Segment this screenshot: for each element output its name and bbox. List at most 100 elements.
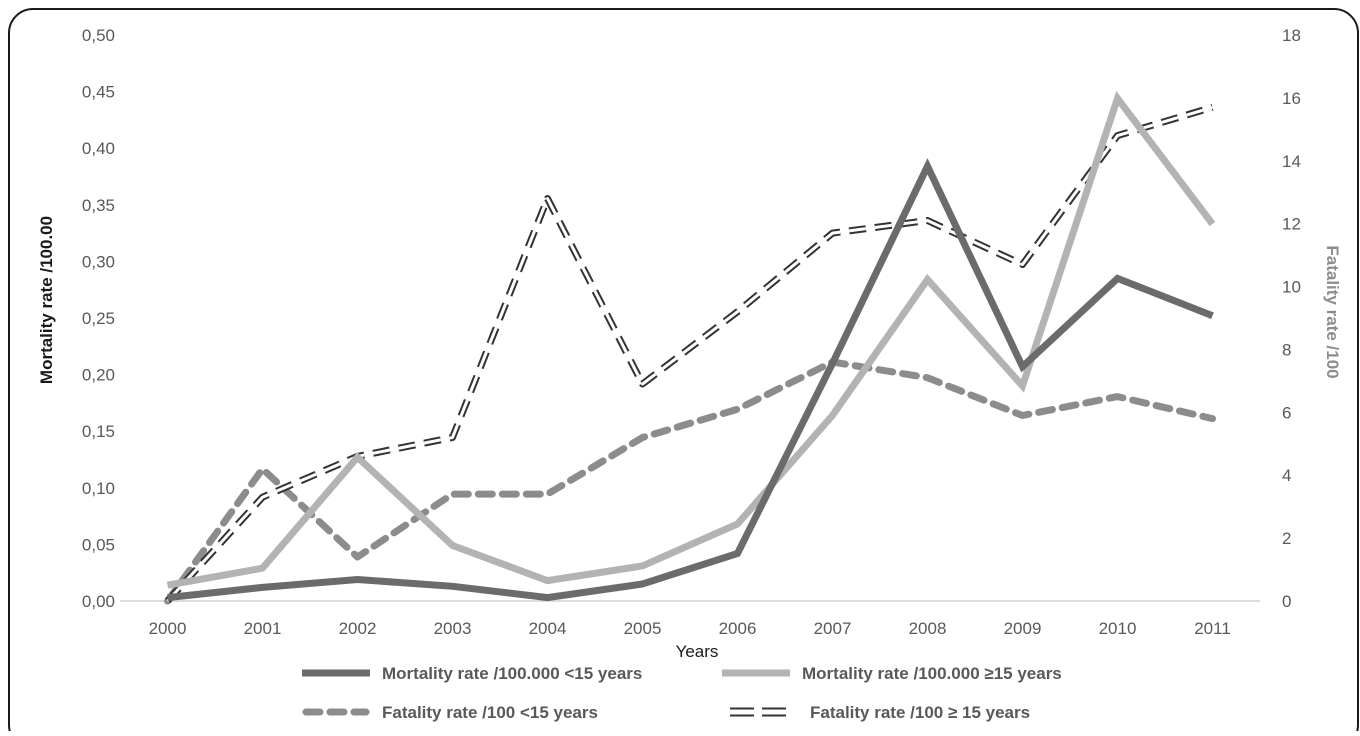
y-tick-label: 0,00	[82, 592, 115, 611]
legend-item: Mortality rate /100.000 <15 years	[302, 664, 642, 683]
x-tick-label: 2010	[1099, 619, 1137, 638]
data-point	[926, 278, 930, 282]
data-point	[1021, 365, 1025, 369]
data-point	[1021, 263, 1025, 267]
right-axis-ticks: 0 2 4 6 8 10 12 14 16 18	[1282, 26, 1301, 611]
legend-label: Fatality rate /100 <15 years	[382, 703, 598, 722]
series-line	[166, 90, 1216, 589]
y-axis-title: Mortality rate /100.00	[37, 216, 56, 384]
x-tick-label: 2006	[719, 619, 757, 638]
series-line-inner	[166, 105, 1213, 603]
data-point	[261, 585, 265, 589]
y2-tick-label: 4	[1282, 466, 1291, 485]
x-tick-label: 2003	[434, 619, 472, 638]
y2-tick-label: 12	[1282, 215, 1301, 234]
data-point	[261, 467, 265, 471]
data-point	[261, 566, 265, 570]
data-point	[1116, 276, 1120, 280]
data-point	[736, 551, 740, 555]
x-tick-label: 2009	[1004, 619, 1042, 638]
data-point	[736, 310, 740, 314]
data-point	[1116, 96, 1120, 100]
y2-tick-label: 18	[1282, 26, 1301, 45]
data-point	[356, 577, 360, 581]
y-tick-label: 0,45	[82, 83, 115, 102]
y-tick-label: 0,25	[82, 309, 115, 328]
x-axis-title: Years	[676, 642, 719, 661]
data-point	[1211, 417, 1215, 421]
data-point	[1116, 395, 1120, 399]
legend-label: Fatality rate /100 ≥ 15 years	[810, 703, 1030, 722]
x-tick-label: 2005	[624, 619, 662, 638]
data-point	[831, 413, 835, 417]
legend: Mortality rate /100.000 <15 years Mortali…	[302, 664, 1062, 722]
y2-axis-title: Fatality rate /100	[1323, 245, 1342, 378]
series-line	[164, 358, 1216, 605]
x-tick-label: 2000	[149, 619, 187, 638]
y-tick-label: 0,30	[82, 252, 115, 271]
data-point	[546, 579, 550, 583]
legend-label: Mortality rate /100.000 <15 years	[382, 664, 642, 683]
data-point	[166, 583, 170, 587]
data-point	[736, 407, 740, 411]
data-point	[356, 555, 360, 559]
data-point	[1021, 384, 1025, 388]
y-tick-label: 0,40	[82, 139, 115, 158]
y-tick-label: 0,05	[82, 535, 115, 554]
legend-item: Fatality rate /100 <15 years	[302, 703, 598, 722]
data-point	[546, 596, 550, 600]
x-tick-label: 2001	[244, 619, 282, 638]
data-point	[641, 435, 645, 439]
data-point	[1211, 314, 1215, 318]
y-tick-label: 0,10	[82, 479, 115, 498]
data-point	[1116, 134, 1120, 138]
data-point	[1021, 413, 1025, 417]
x-tick-label: 2011	[1194, 619, 1231, 638]
data-point	[641, 382, 645, 386]
legend-item: Mortality rate /100.000 ≥15 years	[722, 664, 1062, 683]
x-tick-label: 2004	[529, 619, 567, 638]
data-point	[926, 376, 930, 380]
data-point	[451, 435, 455, 439]
y-tick-label: 0,20	[82, 366, 115, 385]
left-axis-ticks: 0,00 0,05 0,10 0,15 0,20 0,25 0,30 0,35 0,40 0,45…	[82, 26, 115, 611]
series-layer	[164, 90, 1216, 605]
data-point	[926, 164, 930, 168]
data-point	[451, 544, 455, 548]
y-tick-label: 0,35	[82, 196, 115, 215]
data-point	[831, 231, 835, 235]
data-point	[166, 596, 170, 600]
data-point	[831, 361, 835, 365]
y2-tick-label: 2	[1282, 529, 1291, 548]
data-point	[451, 492, 455, 496]
data-point	[1211, 105, 1215, 109]
y-tick-label: 0,15	[82, 422, 115, 441]
x-tick-label: 2002	[339, 619, 377, 638]
data-point	[641, 582, 645, 586]
legend-item: Fatality rate /100 ≥ 15 years	[730, 703, 1030, 722]
x-tick-label: 2007	[814, 619, 852, 638]
series-2	[166, 90, 1216, 589]
data-point	[736, 522, 740, 526]
data-point	[261, 495, 265, 499]
y2-tick-label: 14	[1282, 152, 1301, 171]
data-point	[356, 455, 360, 459]
legend-label: Mortality rate /100.000 ≥15 years	[802, 664, 1062, 683]
data-point	[641, 564, 645, 568]
data-point	[1211, 222, 1215, 226]
chart-border	[8, 8, 1359, 736]
series-line	[167, 158, 1214, 602]
x-tick-label: 2008	[909, 619, 947, 638]
y2-tick-label: 8	[1282, 340, 1291, 359]
series-4	[164, 103, 1215, 604]
x-axis-ticks: 2000 2001 2002 2003 2004 2005 2006 2007 2008 2009…	[149, 619, 1231, 638]
data-point	[451, 584, 455, 588]
series-3	[164, 358, 1216, 605]
data-point	[546, 197, 550, 201]
data-point	[546, 492, 550, 496]
data-point	[926, 219, 930, 223]
y-tick-label: 0,50	[82, 26, 115, 45]
y2-tick-label: 10	[1282, 278, 1301, 297]
